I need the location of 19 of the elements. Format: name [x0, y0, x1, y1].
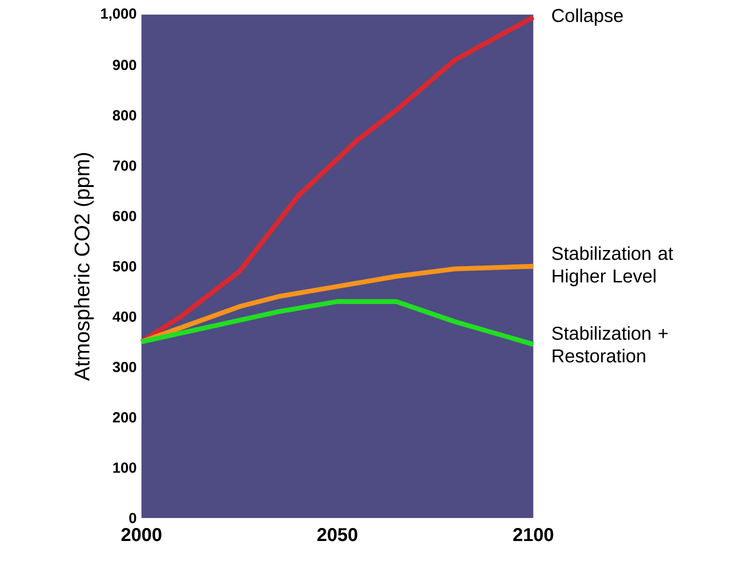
- y-tick-label: 900: [112, 60, 136, 70]
- line-series: [139, 299, 536, 347]
- y-tick-label: 800: [112, 110, 136, 121]
- x-tick-label: 2050: [317, 528, 358, 542]
- y-axis-title: Atmospheric CO2 (ppm): [74, 153, 94, 381]
- series-label: Stabilization + Restoration: [552, 326, 668, 363]
- series-label: Stabilization at Higher Level: [552, 246, 674, 286]
- series-label: Collapse: [552, 8, 623, 26]
- y-tick-label: 100: [113, 462, 136, 473]
- x-tick-label: 2100: [513, 528, 554, 542]
- y-tick-label: 700: [113, 160, 136, 171]
- x-tick-label: 2000: [121, 528, 162, 542]
- y-tick-label: 400: [112, 312, 136, 322]
- y-tick-label: 200: [112, 412, 136, 423]
- y-tick-label: 0: [129, 512, 136, 524]
- y-tick-label: 600: [112, 210, 136, 222]
- y-tick-label: 500: [112, 261, 136, 272]
- y-tick-label: 300: [112, 362, 136, 372]
- y-tick-label: 1,000: [101, 8, 136, 21]
